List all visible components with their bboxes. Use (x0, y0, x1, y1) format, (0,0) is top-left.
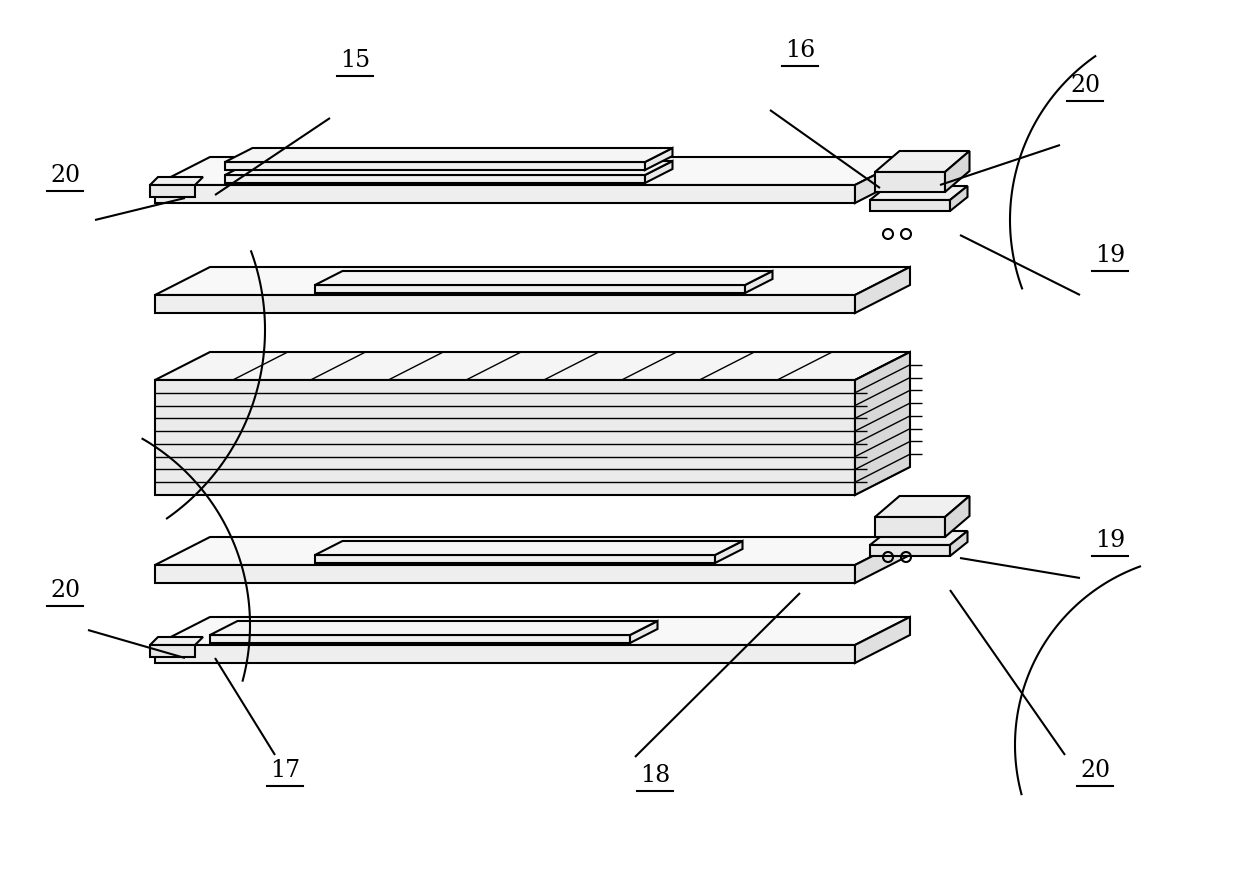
Polygon shape (945, 496, 970, 537)
Polygon shape (870, 531, 967, 545)
Polygon shape (155, 267, 910, 295)
Polygon shape (870, 200, 950, 211)
Polygon shape (224, 175, 645, 183)
Text: 20: 20 (50, 579, 81, 602)
Polygon shape (645, 161, 672, 183)
Polygon shape (155, 565, 856, 583)
Text: 19: 19 (1095, 529, 1125, 552)
Polygon shape (856, 157, 910, 203)
Polygon shape (856, 267, 910, 313)
Polygon shape (645, 148, 672, 170)
Polygon shape (870, 545, 950, 556)
Polygon shape (150, 177, 203, 185)
Text: 20: 20 (1080, 759, 1110, 782)
Polygon shape (856, 352, 910, 495)
Polygon shape (950, 186, 967, 211)
Text: 18: 18 (640, 764, 670, 787)
Polygon shape (945, 151, 970, 192)
Text: 17: 17 (270, 759, 300, 782)
Polygon shape (155, 537, 910, 565)
Polygon shape (715, 541, 743, 563)
Polygon shape (875, 172, 945, 192)
Polygon shape (315, 271, 773, 285)
Polygon shape (224, 148, 672, 162)
Polygon shape (155, 185, 856, 203)
Polygon shape (875, 151, 970, 172)
Polygon shape (155, 380, 856, 495)
Polygon shape (870, 186, 967, 200)
Text: 20: 20 (50, 164, 81, 187)
Polygon shape (155, 352, 910, 380)
Polygon shape (155, 295, 856, 313)
Text: 19: 19 (1095, 244, 1125, 267)
Polygon shape (745, 271, 773, 293)
Polygon shape (155, 645, 856, 663)
Polygon shape (210, 635, 630, 643)
Polygon shape (856, 617, 910, 663)
Polygon shape (856, 537, 910, 583)
Polygon shape (150, 185, 195, 197)
Polygon shape (630, 621, 657, 643)
Polygon shape (950, 531, 967, 556)
Polygon shape (150, 645, 195, 657)
Polygon shape (210, 621, 657, 635)
Polygon shape (155, 617, 910, 645)
Polygon shape (875, 496, 970, 517)
Polygon shape (155, 157, 910, 185)
Polygon shape (875, 517, 945, 537)
Polygon shape (315, 285, 745, 293)
Text: 16: 16 (785, 39, 815, 62)
Polygon shape (224, 161, 672, 175)
Polygon shape (315, 555, 715, 563)
Polygon shape (224, 162, 645, 170)
Text: 15: 15 (340, 49, 370, 72)
Polygon shape (150, 637, 203, 645)
Text: 20: 20 (1070, 74, 1100, 97)
Polygon shape (315, 541, 743, 555)
